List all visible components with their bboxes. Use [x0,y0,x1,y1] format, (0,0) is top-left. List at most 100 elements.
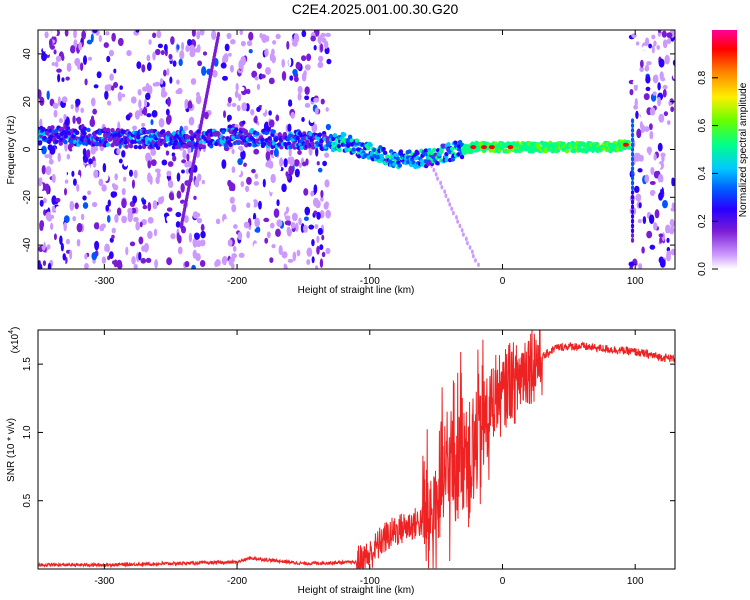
heatmap-cell [87,56,93,61]
snr-series-line [38,330,675,569]
heatmap-cell [288,99,293,105]
heatmap-cell [116,207,122,216]
heatmap-cell [293,159,300,167]
heatmap-cell [253,148,260,155]
heatmap-cell [231,148,235,155]
heatmap-cell [235,167,241,176]
heatmap-cell [304,206,311,216]
heatmap-cell [138,107,145,117]
heatmap-cell [227,79,232,89]
heatmap-cell [195,94,202,105]
heatmap-cell [46,244,51,250]
heatmap-cell [297,92,302,101]
heatmap-cell [180,183,185,193]
heatmap-ylabel: Frequency (Hz) [6,116,17,185]
heatmap-cell [324,179,330,188]
heatmap-cell [670,248,675,256]
heatmap-cell [121,188,126,196]
heatmap-cell [111,234,115,239]
heatmap-cell [320,98,325,105]
heatmap-cell [203,111,209,120]
heatmap-cell [76,222,83,233]
heatmap-cell [85,165,91,172]
heatmap-cells [38,30,675,269]
heatmap-cell [534,147,539,153]
heatmap-cell [246,231,250,239]
heatmap-cell [38,89,42,99]
heatmap-cell [655,201,661,210]
heatmap-cell [336,143,342,149]
heatmap-cell [664,54,670,65]
heatmap-cell [238,59,243,70]
heatmap-cell [653,153,657,161]
heatmap-cell [630,228,635,234]
colorbar-tick-label: 0.4 [697,166,708,180]
heatmap-cell [104,90,109,100]
heatmap-cell [200,223,205,232]
heatmap-cell [275,228,281,237]
heatmap-cell [119,85,123,90]
heatmap-cell [66,153,71,160]
heatmap-cell [255,131,260,136]
heatmap-xtick-label: -100 [360,276,380,287]
heatmap-cell [221,255,228,266]
heatmap-cell [88,158,93,165]
heatmap-cell [375,155,381,160]
heatmap-cell [61,96,68,104]
heatmap-cell [61,169,67,179]
heatmap-cell [630,137,635,143]
heatmap-ytick-label: 40 [22,48,33,60]
heatmap-cell [98,178,104,187]
heatmap-cell [321,251,326,258]
heatmap-cell [652,91,657,96]
heatmap-cell [175,211,182,218]
heatmap-cell [311,145,316,150]
heatmap-cell [646,230,653,239]
heatmap-cell [44,154,50,159]
heatmap-cell [278,91,282,101]
heatmap-cell [287,258,294,263]
heatmap-cell [635,152,641,162]
heatmap-cell [397,163,403,168]
heatmap-cell [264,48,269,57]
heatmap-cell [38,177,43,187]
heatmap-cell [269,187,273,193]
heatmap-cell [297,85,303,94]
heatmap-cell [656,45,660,50]
heatmap-cell [166,170,172,177]
heatmap-cell [261,105,266,114]
heatmap-cell [672,59,675,66]
heatmap-cell [672,73,675,80]
heatmap-cell [42,260,47,266]
heatmap-cell [440,185,444,190]
heatmap-cell [238,252,245,258]
heatmap-cell [269,149,275,155]
heatmap-cell [76,183,80,192]
heatmap-cell [630,132,635,138]
heatmap-cell [382,150,388,156]
heatmap-cell [106,55,111,63]
heatmap-cell [80,107,84,114]
heatmap-cell [658,192,664,201]
heatmap-cell [152,82,158,87]
heatmap-cell [324,201,329,207]
heatmap-cell [662,170,667,176]
figure-title: C2E4.2025.001.00.30.G20 [292,1,459,17]
heatmap-cell [160,129,166,134]
heatmap-cell [304,86,310,95]
heatmap-cell [639,121,644,130]
heatmap-cell [183,125,189,131]
heatmap-xtick-label: 0 [500,276,506,287]
heatmap-cell [630,171,635,176]
heatmap-cell [165,150,170,156]
heatmap-cell [60,242,64,252]
heatmap-cell [69,139,75,144]
heatmap-cell [325,209,331,219]
heatmap-cell [642,216,647,225]
heatmap-cell [649,180,656,185]
heatmap-cell [367,141,373,147]
heatmap-cell [256,106,261,112]
heatmap-cell [201,179,205,185]
heatmap-cell [290,111,295,119]
